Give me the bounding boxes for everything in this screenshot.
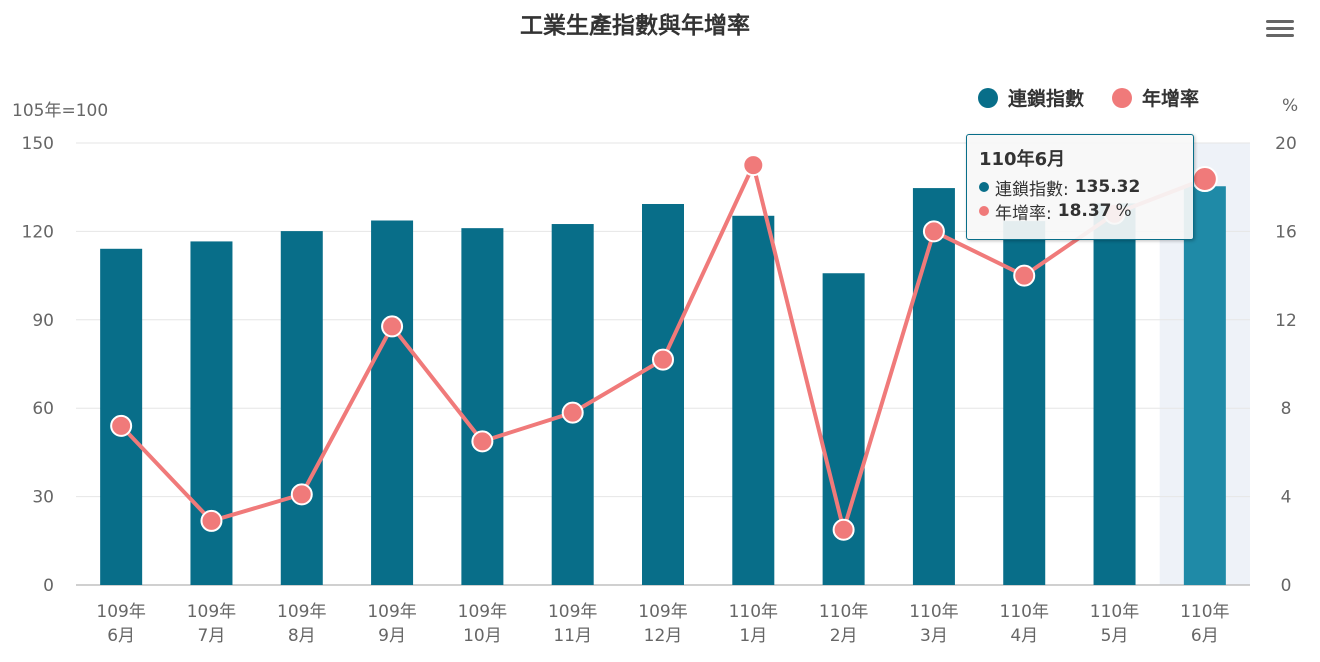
line-point — [290, 483, 313, 506]
line-point — [832, 518, 855, 541]
left-axis-tick-label: 90 — [32, 311, 54, 331]
x-axis-tick-label-year: 110年 — [1180, 602, 1229, 622]
tooltip-row-yoy: 年增率: 18.37 % — [979, 199, 1181, 224]
bar — [461, 228, 504, 585]
line-point — [110, 414, 133, 437]
tooltip-marker-index — [979, 182, 989, 192]
x-axis-tick-label-year: 110年 — [1000, 602, 1049, 622]
tooltip-title: 110年6月 — [979, 149, 1066, 170]
tooltip-label-index: 連鎖指數: — [995, 179, 1069, 200]
legend-item-index[interactable]: 連鎖指數 — [978, 84, 1084, 111]
line-point — [381, 315, 404, 338]
tooltip-value-index: 135.32 — [1074, 177, 1141, 197]
x-axis-tick-label-month: 2月 — [830, 626, 858, 646]
x-axis-tick-label-year: 109年 — [458, 602, 507, 622]
line-point — [652, 348, 674, 371]
bar — [912, 188, 955, 586]
right-axis-tick-label: 16 — [1275, 222, 1297, 242]
bar — [190, 241, 233, 585]
x-axis-tick-label-month: 6月 — [1191, 626, 1219, 646]
tooltip-unit-yoy: % — [1115, 201, 1132, 221]
right-axis-tick-label: 8 — [1281, 399, 1292, 419]
right-axis-tick-label: 12 — [1275, 311, 1297, 331]
tooltip-marker-yoy — [979, 206, 989, 216]
x-axis-tick-label-year: 110年 — [909, 602, 958, 622]
line-point — [922, 220, 945, 243]
x-axis-tick-label-month: 7月 — [198, 626, 226, 646]
x-axis-tick-label-month: 1月 — [739, 626, 767, 646]
x-axis-tick-label-year: 110年 — [1090, 602, 1139, 622]
x-axis-tick-label-year: 109年 — [367, 602, 416, 622]
x-axis-tick-label-month: 12月 — [644, 626, 683, 646]
legend-marker-yoy — [1112, 87, 1133, 108]
left-axis-unit: 105年=100 — [12, 101, 109, 121]
line-point — [471, 430, 494, 453]
x-axis-tick-label-year: 109年 — [277, 602, 326, 622]
right-axis-tick-label: 4 — [1281, 488, 1292, 508]
line-point — [742, 154, 765, 177]
right-axis-tick-label: 20 — [1275, 134, 1297, 154]
legend-marker-index — [978, 87, 998, 108]
x-axis-tick-label-month: 9月 — [378, 626, 406, 646]
bar — [371, 220, 414, 586]
chart-legend: 連鎖指數 年增率 — [978, 84, 1199, 111]
right-axis-tick-label: 0 — [1281, 576, 1292, 596]
hamburger-menu-icon[interactable] — [1266, 20, 1294, 44]
x-axis-tick-label-month: 11月 — [553, 626, 592, 646]
line-point — [561, 401, 584, 424]
x-axis-tick-label-year: 109年 — [548, 602, 597, 622]
left-axis-tick-label: 60 — [32, 399, 54, 419]
left-axis-tick-label: 150 — [22, 134, 54, 154]
bar — [280, 231, 323, 585]
line-point — [1191, 166, 1218, 193]
bar — [642, 203, 684, 585]
bar — [732, 215, 775, 586]
tooltip-row-index: 連鎖指數: 135.32 — [979, 175, 1181, 200]
x-axis-tick-label-month: 4月 — [1010, 626, 1038, 646]
x-axis-tick-label-year: 109年 — [96, 602, 145, 622]
left-axis-tick-label: 120 — [22, 222, 54, 242]
tooltip-value-yoy: 18.37 — [1057, 201, 1112, 221]
x-axis-tick-label-year: 110年 — [819, 602, 868, 622]
x-axis-tick-label-year: 109年 — [187, 602, 236, 622]
x-axis-tick-label-month: 3月 — [920, 626, 948, 646]
right-axis-unit: % — [1282, 96, 1299, 116]
legend-item-yoy[interactable]: 年增率 — [1112, 84, 1199, 111]
x-axis-tick-label-year: 110年 — [729, 602, 778, 622]
x-axis-tick-label-year: 109年 — [638, 602, 687, 622]
left-axis-tick-label: 0 — [43, 576, 54, 596]
chart-title: 工業生產指數與年增率 — [520, 13, 750, 39]
tooltip-label-yoy: 年增率: — [995, 203, 1052, 224]
legend-label-yoy: 年增率 — [1142, 88, 1200, 110]
chart-tooltip: 110年6月 連鎖指數: 135.32 年增率: 18.37 % — [966, 134, 1194, 240]
legend-label-index: 連鎖指數 — [1008, 88, 1085, 110]
line-point — [1013, 264, 1036, 287]
line-point — [200, 509, 223, 532]
left-axis-tick-label: 30 — [32, 488, 54, 508]
x-axis-tick-label-month: 5月 — [1101, 626, 1129, 646]
x-axis-tick-label-month: 6月 — [107, 626, 135, 646]
bar — [1093, 203, 1136, 585]
bar — [1183, 186, 1226, 585]
x-axis-tick-label-month: 10月 — [463, 626, 502, 646]
x-axis-tick-label-month: 8月 — [288, 626, 316, 646]
